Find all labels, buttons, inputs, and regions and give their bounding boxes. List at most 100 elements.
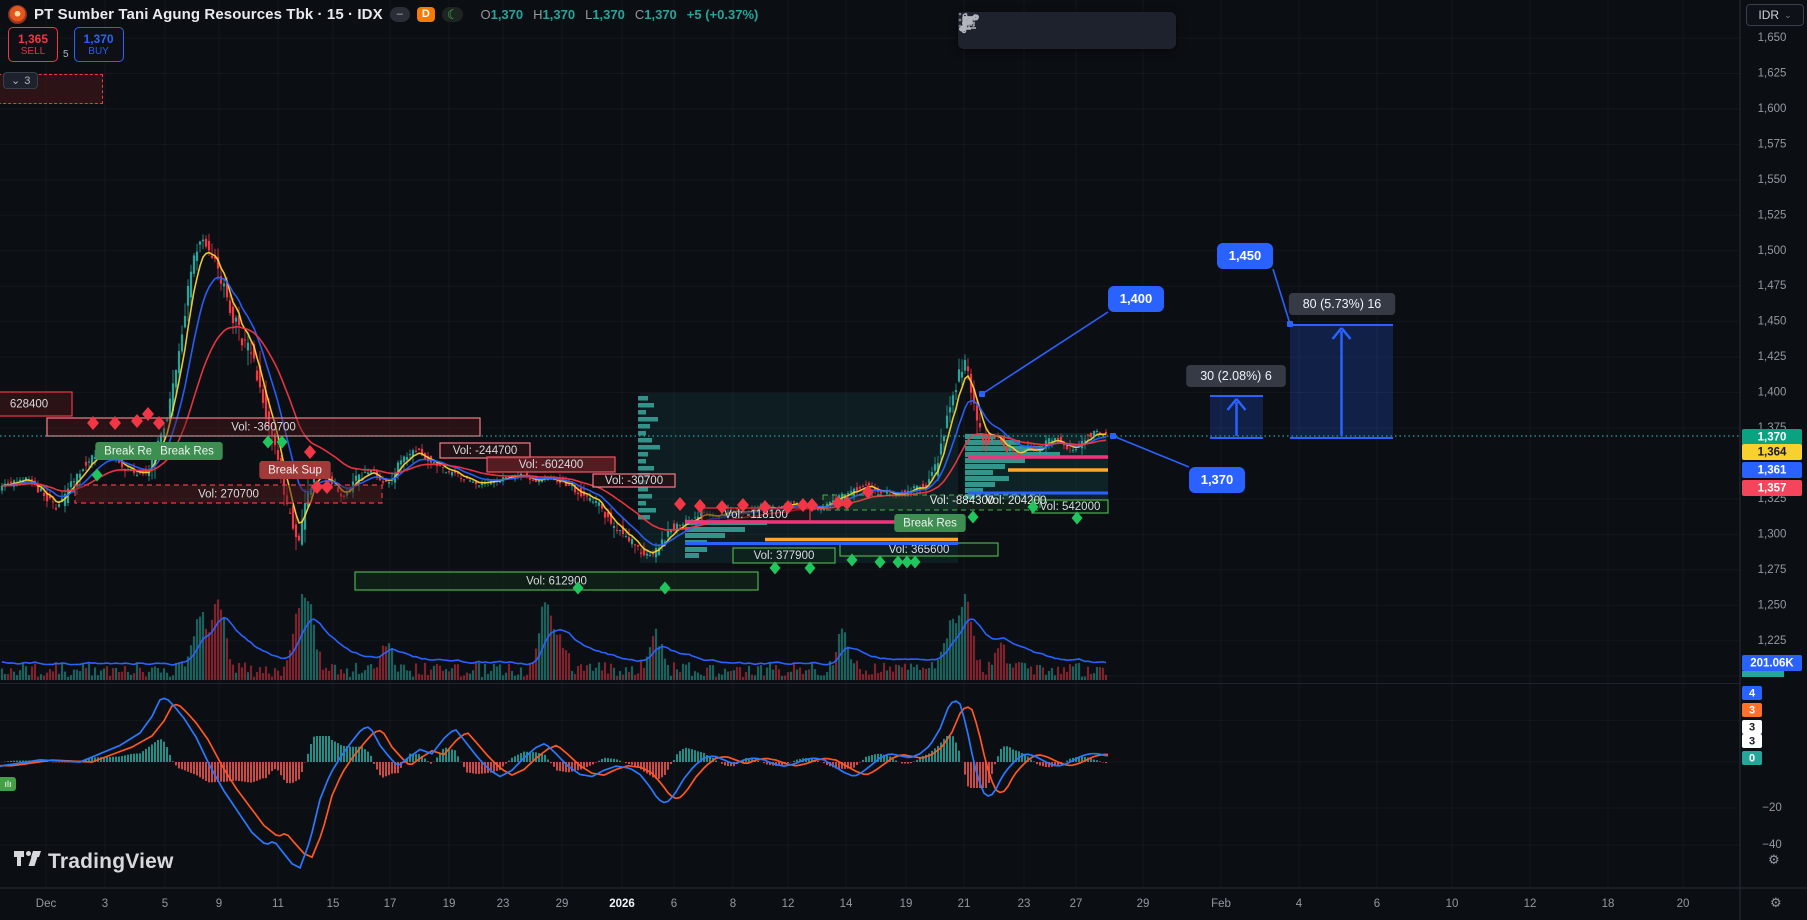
- symbol-logo-icon: [8, 4, 27, 24]
- svg-text:Vol: -884300: Vol: -884300: [930, 495, 995, 507]
- volume-ma-line: [1, 616, 1107, 666]
- break-tag[interactable]: [151, 442, 223, 460]
- price-axis[interactable]: 1,650 1,625 1,600 1,575 1,550 1,525 1,500 1,475…: [1739, 0, 1802, 920]
- svg-text:8: 8: [730, 898, 736, 910]
- svg-text:−40: −40: [1762, 839, 1782, 851]
- price-change: +5 (+0.37%): [686, 6, 759, 22]
- sell-button[interactable]: 1,365 SELL: [8, 27, 58, 62]
- volume-zone-box[interactable]: [354, 571, 759, 591]
- volume-profile-zones[interactable]: [638, 393, 1108, 563]
- svg-text:6: 6: [671, 898, 677, 910]
- svg-text:Break Res: Break Res: [903, 518, 957, 530]
- interval-badge[interactable]: D: [416, 6, 435, 22]
- svg-text:12: 12: [1524, 898, 1537, 910]
- volume-zone-box[interactable]: [592, 473, 676, 488]
- svg-text:18: 18: [1602, 898, 1615, 910]
- svg-text:Vol: 612900: Vol: 612900: [526, 576, 587, 588]
- trend-annotations[interactable]: 30 (2.08%) 6 80 (5.73%) 16 1,400 1,450 1,370: [979, 243, 1396, 493]
- svg-text:Vol: 377900: Vol: 377900: [754, 550, 815, 562]
- svg-text:12: 12: [782, 898, 795, 910]
- market-closed-moon-icon: ☾: [441, 6, 464, 22]
- svg-text:Vol: -360700: Vol: -360700: [231, 422, 296, 434]
- svg-text:30 (2.08%) 6: 30 (2.08%) 6: [1200, 369, 1272, 383]
- flat-badge-icon[interactable]: –: [389, 6, 410, 22]
- svg-text:2026: 2026: [609, 898, 635, 910]
- svg-text:9: 9: [216, 898, 222, 910]
- price-target-label[interactable]: [1189, 467, 1245, 493]
- break-tag[interactable]: [894, 514, 966, 532]
- svg-text:11: 11: [272, 898, 284, 910]
- svg-text:1,300: 1,300: [1758, 528, 1787, 540]
- break-tag[interactable]: [259, 461, 331, 479]
- svg-text:Vol: -244700: Vol: -244700: [453, 445, 518, 457]
- price-target-label[interactable]: [1217, 243, 1273, 269]
- volume-histogram: [0, 594, 1108, 680]
- trend-line-icon[interactable]: [960, 14, 1106, 46]
- svg-text:201.06K: 201.06K: [1750, 658, 1794, 670]
- signal-badge[interactable]: ılı: [0, 777, 16, 791]
- svg-text:1,364: 1,364: [1758, 447, 1787, 459]
- grid-lines: [0, 0, 1740, 888]
- svg-text:23: 23: [497, 898, 510, 910]
- svg-text:1,450: 1,450: [1229, 248, 1262, 263]
- volume-profile-icon[interactable]: [962, 16, 1074, 46]
- svg-text:14: 14: [840, 898, 853, 910]
- svg-text:Vol: 204200: Vol: 204200: [986, 495, 1047, 507]
- volume-zone-box[interactable]: [439, 442, 531, 459]
- svg-text:3: 3: [1749, 721, 1755, 733]
- floating-drawing-toolbar: [958, 12, 1176, 49]
- svg-text:23: 23: [1018, 898, 1031, 910]
- measure-tooltip: [1288, 293, 1396, 315]
- svg-text:628400: 628400: [10, 399, 48, 411]
- price-range-icon[interactable]: [959, 14, 1042, 46]
- buy-button[interactable]: 1,370 BUY: [73, 27, 124, 62]
- flag-icon[interactable]: [961, 16, 1138, 46]
- chevron-down-icon: ⌄: [11, 75, 21, 87]
- currency-selector[interactable]: IDR ⌄: [1746, 4, 1804, 26]
- axis-price-label: [1742, 480, 1802, 496]
- svg-text:20: 20: [1677, 898, 1690, 910]
- svg-text:19: 19: [443, 898, 456, 910]
- svg-text:1,600: 1,600: [1758, 103, 1787, 115]
- macd-indicator: [0, 697, 1109, 869]
- svg-text:3: 3: [1749, 735, 1755, 747]
- volume-zone-box[interactable]: [0, 391, 73, 417]
- pane-settings-gear-icon[interactable]: ⚙: [1768, 852, 1780, 867]
- trade-panel: 1,365 SELL 5 1,370 BUY: [8, 27, 124, 62]
- volume-zone-box[interactable]: [486, 456, 616, 473]
- svg-text:1,475: 1,475: [1758, 280, 1787, 292]
- time-settings-gear-icon[interactable]: ⚙: [1770, 895, 1782, 910]
- svg-text:1,250: 1,250: [1758, 599, 1787, 611]
- svg-text:17: 17: [384, 898, 397, 910]
- symbol-title[interactable]: PT Sumber Tani Agung Resources Tbk · 15 …: [34, 5, 383, 23]
- symbol-header: PT Sumber Tani Agung Resources Tbk · 15 …: [8, 2, 758, 26]
- volume-zone-box[interactable]: [732, 547, 836, 564]
- svg-text:4: 4: [1296, 898, 1303, 910]
- svg-text:4: 4: [1749, 687, 1756, 699]
- breakout-zone-box[interactable]: [822, 494, 1041, 511]
- time-axis[interactable]: Dec 3 5 9 11 15 17 19 23 29 2026 6 8 12 14 19 21 23 27 29 Fe…: [0, 887, 1807, 910]
- break-tag[interactable]: [95, 442, 167, 460]
- svg-text:29: 29: [556, 898, 569, 910]
- tradingview-watermark[interactable]: TradingView: [14, 850, 174, 874]
- price-target-label[interactable]: [1108, 286, 1164, 312]
- svg-text:Break Res: Break Res: [104, 446, 158, 458]
- spread-value: 5: [63, 49, 69, 60]
- svg-text:Vol: -602400: Vol: -602400: [519, 459, 584, 471]
- svg-text:1,361: 1,361: [1758, 465, 1787, 477]
- svg-text:Vol: 270700: Vol: 270700: [198, 489, 259, 501]
- svg-text:27: 27: [1070, 898, 1083, 910]
- drawings-counter-button[interactable]: ⌄ 3: [3, 72, 39, 89]
- vertical-line-icon[interactable]: [962, 13, 1170, 46]
- svg-text:Vol: -30700: Vol: -30700: [605, 475, 663, 487]
- parallel-lines-icon[interactable]: [960, 15, 1010, 46]
- axis-price-label: [1742, 655, 1802, 671]
- svg-text:19: 19: [900, 898, 913, 910]
- volume-zone-box[interactable]: [74, 484, 383, 504]
- moving-averages: [1, 251, 1107, 554]
- ohlc-readout: O1,370 H1,370 L1,370 C1,370 +5 (+0.37%): [480, 6, 759, 22]
- svg-text:1,370: 1,370: [1758, 432, 1787, 444]
- svg-text:3: 3: [102, 898, 108, 910]
